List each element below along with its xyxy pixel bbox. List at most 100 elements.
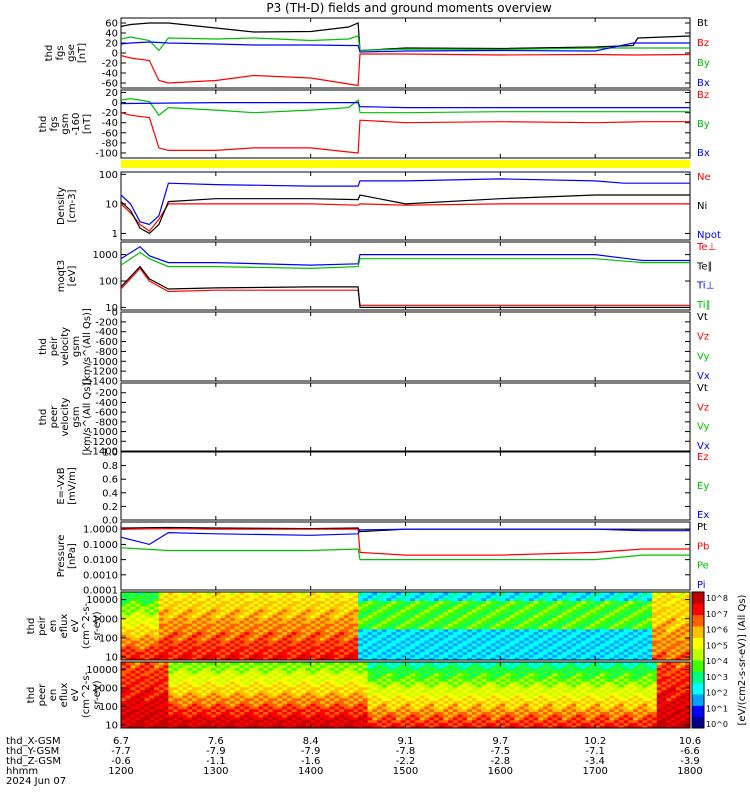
spectrogram-cell (173, 689, 179, 693)
spectrogram-cell (343, 725, 350, 729)
y-axis-label: thd (38, 338, 49, 355)
spectrogram-cell (405, 637, 411, 641)
spectrogram-cell (367, 617, 373, 621)
spectrogram-cell (263, 662, 269, 666)
spectrogram-cell (173, 703, 179, 707)
spectrogram-cell (438, 640, 444, 644)
spectrogram-cell (211, 670, 217, 674)
spectrogram-cell (538, 597, 544, 601)
spectrogram-cell (282, 664, 288, 668)
spectrogram-cell (528, 609, 535, 613)
spectrogram-cell (125, 664, 131, 668)
spectrogram-cell (652, 594, 658, 599)
spectrogram-cell (396, 703, 402, 707)
spectrogram-cell (144, 620, 150, 624)
spectrogram-cell (239, 645, 245, 650)
spectrogram-cell (215, 700, 222, 704)
spectrogram-cell (362, 678, 369, 682)
spectrogram-cell (671, 634, 677, 638)
spectrogram-cell (192, 611, 198, 616)
spectrogram-cell (163, 648, 169, 652)
spectrogram-cell (424, 631, 430, 635)
spectrogram-cell (433, 670, 440, 674)
spectrogram-cell (225, 611, 231, 616)
spectrogram-cell (244, 717, 250, 721)
spectrogram-cell (481, 600, 487, 604)
spectrogram-cell (671, 623, 677, 627)
spectrogram-cell (353, 719, 359, 723)
spectrogram-cell (405, 645, 411, 650)
spectrogram-cell (206, 673, 212, 677)
spectrogram-cell (414, 592, 421, 596)
spectrogram-cell (405, 620, 411, 624)
spectrogram-cell (192, 600, 198, 604)
spectrogram-cell (348, 645, 354, 650)
spectrogram-cell (277, 697, 283, 701)
spectrogram-cell (168, 640, 174, 644)
spectrogram-cell (471, 626, 478, 630)
spectrogram-cell (500, 648, 506, 652)
spectrogram-cell (519, 645, 525, 650)
spectrogram-cell (201, 662, 207, 666)
spectrogram-cell (230, 648, 236, 652)
spectrogram-cell (324, 657, 331, 661)
spectrogram-cell (286, 603, 293, 607)
spectrogram-cell (590, 631, 596, 635)
spectrogram-cell (452, 645, 459, 650)
spectrogram-cell (448, 706, 454, 710)
spectrogram-cell (267, 664, 274, 668)
spectrogram-cell (286, 717, 293, 721)
spectrogram-cell (329, 673, 335, 677)
spectrogram-cell (680, 600, 686, 604)
spectrogram-cell (381, 692, 388, 696)
spectrogram-cell (490, 628, 497, 633)
spectrogram-cell (163, 594, 169, 599)
spectrogram-cell (201, 657, 207, 661)
spectrogram-cell (324, 706, 331, 710)
spectrogram-cell (267, 640, 274, 644)
spectrogram-cell (576, 648, 582, 652)
spectrogram-cell (230, 708, 236, 712)
spectrogram-cell (471, 620, 478, 624)
spectrogram-cell (135, 606, 141, 610)
panel-frame (120, 521, 691, 591)
spectrogram-cell (614, 637, 620, 641)
spectrogram-cell (490, 600, 497, 604)
spectrogram-cell (149, 617, 155, 621)
spectrogram-cell (386, 603, 392, 607)
spectrogram-cell (272, 600, 278, 604)
spectrogram-cell (158, 626, 165, 630)
spectrogram-cell (253, 597, 260, 601)
spectrogram-cell (182, 592, 188, 596)
spectrogram-cell (419, 719, 425, 723)
spectrogram-cell (486, 648, 492, 652)
spectrogram-cell (130, 637, 136, 641)
spectrogram-cell (291, 600, 297, 604)
spectrogram-cell (438, 620, 444, 624)
spectrogram-cell (481, 623, 487, 627)
spectrogram-cell (154, 717, 160, 721)
spectrogram-cell (405, 628, 411, 633)
spectrogram-cell (258, 725, 264, 729)
spectrogram-cell (201, 640, 207, 644)
spectrogram-cell (291, 686, 297, 690)
spectrogram-cell (282, 670, 288, 674)
spectrogram-cell (121, 628, 127, 633)
spectrogram-cell (267, 722, 274, 726)
spectrogram-cell (448, 692, 454, 696)
spectrogram-cell (305, 617, 312, 621)
spectrogram-cell (410, 626, 416, 630)
spectrogram-cell (599, 645, 606, 650)
spectrogram-cell (566, 651, 572, 655)
spectrogram-cell (334, 697, 340, 701)
spectrogram-cell (671, 628, 677, 633)
spectrogram-cell (163, 689, 169, 693)
spectrogram-cell (173, 708, 179, 712)
spectrogram-cell (301, 637, 307, 641)
spectrogram-cell (201, 594, 207, 599)
spectrogram-cell (286, 654, 293, 658)
spectrogram-cell (433, 617, 440, 621)
spectrogram-cell (438, 623, 444, 627)
spectrogram-cell (135, 631, 141, 635)
spectrogram-cell (211, 597, 217, 601)
